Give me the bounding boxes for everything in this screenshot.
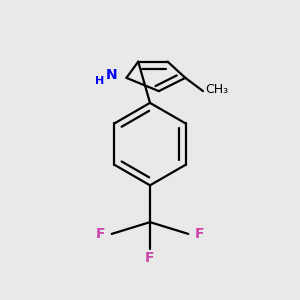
Text: F: F [195, 227, 204, 241]
Text: F: F [145, 251, 155, 265]
Text: CH₃: CH₃ [206, 83, 229, 96]
Text: F: F [96, 227, 105, 241]
Text: N: N [106, 68, 118, 82]
Text: H: H [95, 76, 104, 86]
